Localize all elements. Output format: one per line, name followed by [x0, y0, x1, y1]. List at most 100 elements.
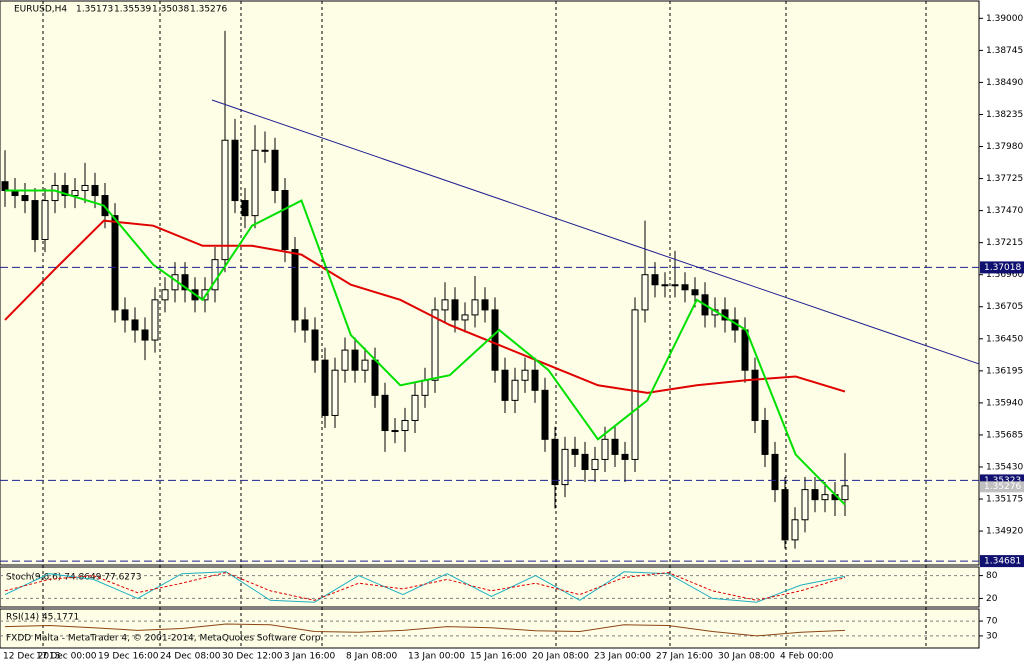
main-panel — [0, 0, 980, 566]
trendline — [211, 99, 980, 365]
candle-body — [211, 259, 219, 291]
candle-body — [411, 394, 419, 421]
candle-body — [41, 200, 49, 241]
ohlc-close: 1.35276 — [190, 5, 227, 15]
candle-body — [681, 284, 689, 291]
candle-body — [661, 284, 669, 287]
indicator-line — [5, 189, 846, 506]
candle-body — [491, 309, 499, 371]
candle-body — [301, 319, 309, 331]
x-tick-label: 20 Jan 08:00 — [532, 652, 589, 662]
candle-body — [811, 489, 819, 501]
candle-body — [631, 309, 639, 460]
y-tick-label: 1.37980 — [986, 142, 1023, 152]
indicator-line — [4, 572, 846, 601]
candle-body — [331, 369, 339, 416]
x-tick-label: 8 Jan 08:00 — [346, 652, 398, 662]
candle-body — [791, 519, 799, 541]
rsi-panel — [0, 608, 980, 649]
hline-label: 1.37018 — [984, 263, 1021, 273]
candle-body — [1, 181, 9, 192]
y-tick-label: 1.35940 — [986, 398, 1023, 408]
stoch-panel — [0, 566, 980, 608]
candle-body — [481, 299, 489, 311]
candle-body — [231, 139, 239, 202]
candle-body — [741, 329, 749, 371]
candle-body — [761, 419, 769, 455]
candle-body — [441, 299, 449, 311]
rsi-title: RSI(14) 45.1771 — [6, 613, 79, 623]
candle-body — [521, 369, 529, 381]
candle-body — [461, 314, 469, 321]
y-tick-label: 80 — [986, 571, 998, 581]
candle-body — [151, 299, 159, 341]
y-tick-label: 1.35430 — [986, 462, 1023, 472]
ohlc-open: 1.35173 — [76, 5, 113, 15]
last-price-tag — [980, 481, 1024, 493]
y-tick-label: 1.36450 — [986, 334, 1023, 344]
candle-body — [821, 494, 829, 501]
footer: FXDD Malta - MetaTrader 4, © 2001-2014, … — [6, 634, 323, 644]
y-tick-label: 1.37470 — [986, 206, 1023, 216]
x-tick-label: 19 Dec 16:00 — [98, 652, 159, 662]
candle-body — [81, 184, 89, 192]
hline-label: 1.34681 — [984, 557, 1021, 567]
candle-body — [401, 419, 409, 432]
candle-body — [121, 309, 129, 321]
symbol: EURUSD,H4 — [14, 5, 67, 15]
candle-body — [361, 359, 369, 371]
candle-body — [671, 284, 679, 287]
x-tick-label: 30 Dec 12:00 — [222, 652, 283, 662]
x-tick-label: 17 Dec 00:00 — [36, 652, 97, 662]
candle-body — [321, 359, 329, 416]
candle-body — [781, 489, 789, 541]
candle-body — [341, 349, 349, 371]
x-tick-label: 23 Jan 00:00 — [594, 652, 651, 662]
y-tick-label: 1.38235 — [986, 110, 1023, 120]
x-tick-label: 24 Dec 08:00 — [160, 652, 221, 662]
candle-body — [61, 184, 69, 197]
y-tick-label: 1.38745 — [986, 46, 1023, 56]
candle-body — [31, 200, 39, 241]
candle-body — [591, 458, 599, 470]
candle-body — [771, 453, 779, 491]
candle-body — [271, 149, 279, 192]
candle-body — [71, 190, 79, 197]
x-tick-label: 15 Jan 16:00 — [470, 652, 527, 662]
candle-body — [131, 319, 139, 331]
y-tick-label: 1.37215 — [986, 238, 1023, 248]
candle-body — [751, 369, 759, 421]
candle-body — [431, 309, 439, 381]
candle-body — [801, 489, 809, 521]
candle-body — [471, 299, 479, 316]
candle-body — [181, 274, 189, 291]
candle-body — [241, 200, 249, 217]
y-tick-label: 1.35685 — [986, 430, 1023, 440]
candle-body — [641, 274, 649, 311]
candle-body — [691, 289, 699, 296]
y-tick-label: 1.37725 — [986, 174, 1023, 184]
last-price-label: 1.35276 — [984, 482, 1021, 492]
indicator-line — [4, 623, 846, 637]
candle-body — [541, 389, 549, 440]
y-tick-label: 70 — [986, 617, 998, 627]
candle-body — [371, 359, 379, 396]
candle-body — [111, 215, 119, 311]
hline-tag — [980, 261, 1024, 274]
candle-body — [841, 485, 849, 501]
y-tick-label: 1.35175 — [986, 495, 1023, 505]
candle-body — [261, 149, 269, 152]
candle-body — [421, 379, 429, 396]
ohlc-low: 1.35038 — [152, 5, 189, 15]
candle-body — [161, 289, 169, 301]
y-tick-label: 1.39000 — [986, 14, 1023, 24]
x-tick-label: 4 Feb 00:00 — [780, 652, 834, 662]
candle-body — [311, 329, 319, 361]
y-tick-label: 30 — [986, 631, 998, 641]
candle-body — [141, 329, 149, 341]
candle-body — [621, 453, 629, 460]
x-tick-label: 3 Jan 16:00 — [284, 652, 336, 662]
candle-body — [91, 184, 99, 197]
candle-body — [21, 195, 29, 202]
